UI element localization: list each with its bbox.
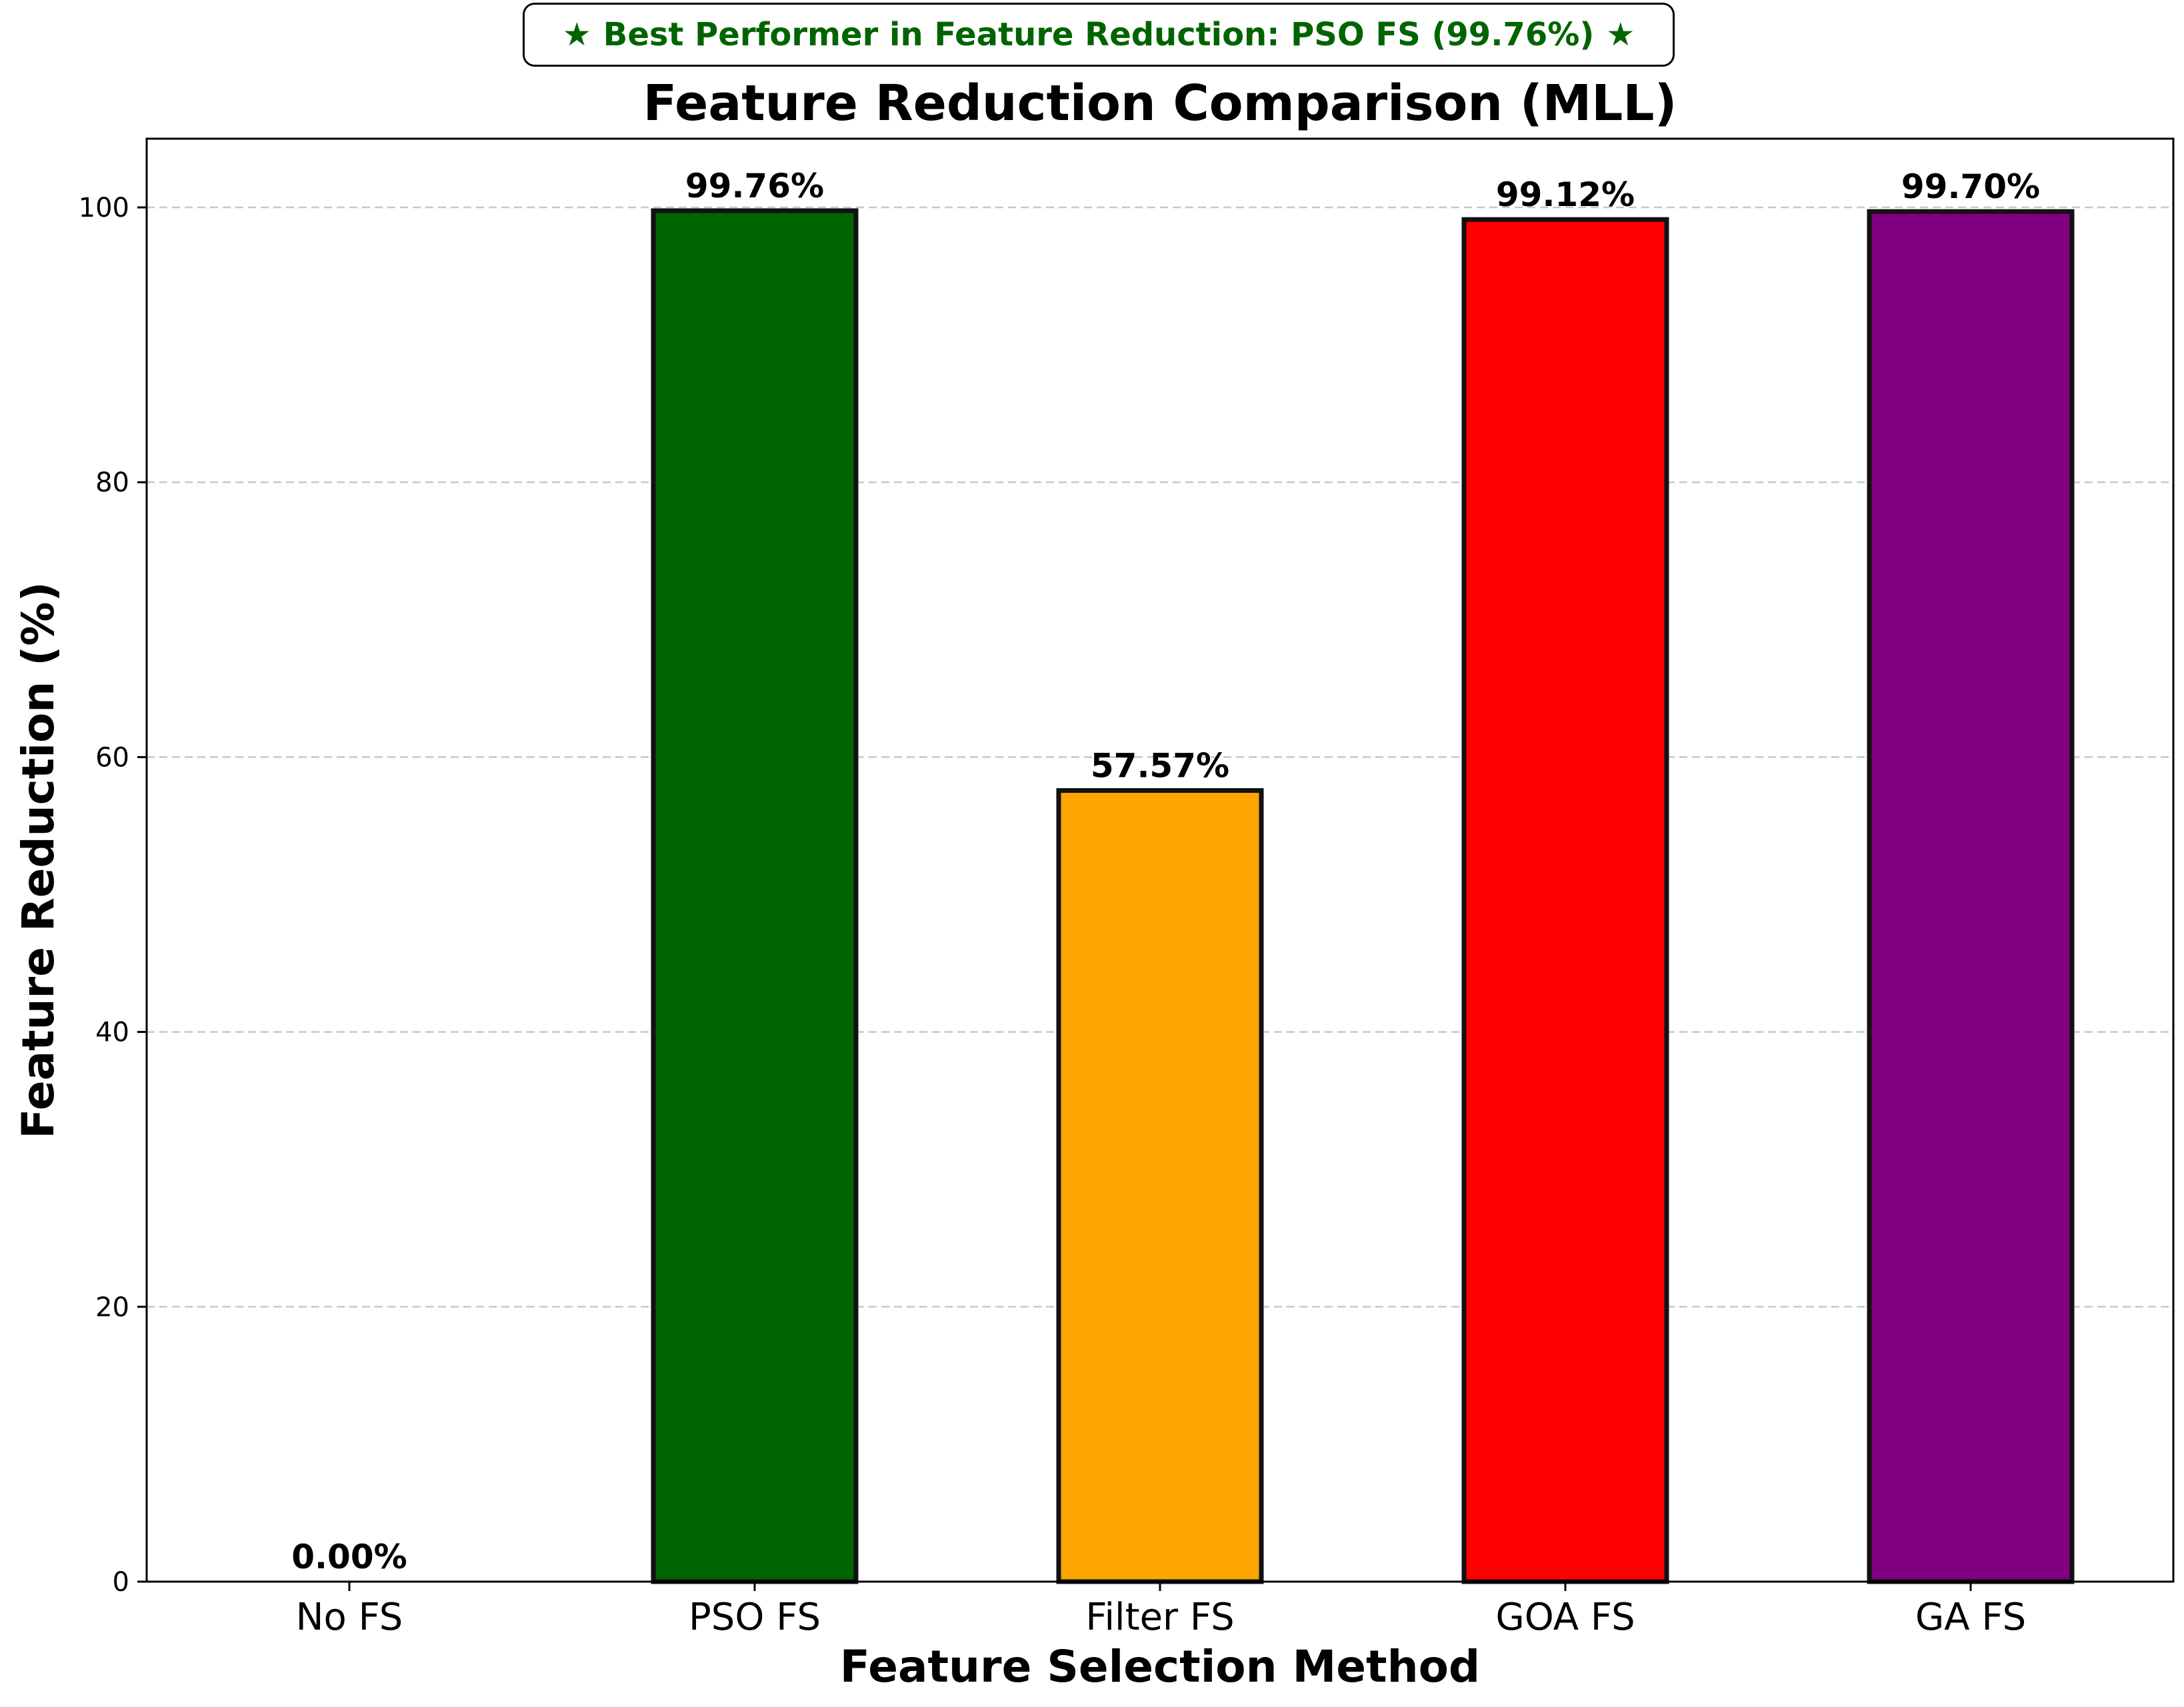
best-performer-banner: ★ Best Performer in Feature Reduction: P… <box>523 3 1675 67</box>
x-tick-label: GA FS <box>1915 1596 2026 1639</box>
bar <box>651 208 859 1584</box>
bar <box>1461 217 1669 1584</box>
star-icon: ★ <box>562 16 591 53</box>
x-tick-label: PSO FS <box>689 1596 821 1639</box>
y-axis: 0 20 40 60 80 100 <box>79 193 147 1598</box>
value-label: 0.00% <box>291 1538 407 1576</box>
star-icon: ★ <box>1606 16 1635 53</box>
y-tick-label: 80 <box>95 467 129 498</box>
value-label: 99.12% <box>1496 175 1635 214</box>
bar <box>1056 788 1264 1584</box>
y-tick-label: 60 <box>95 742 129 773</box>
y-tick-label: 100 <box>79 193 129 223</box>
chart-title: Feature Reduction Comparison (MLL) <box>643 75 1677 132</box>
y-tick-label: 0 <box>113 1567 129 1598</box>
best-performer-text: Best Performer in Feature Reduction: PSO… <box>603 16 1595 53</box>
y-axis-label: Feature Reduction (%) <box>13 581 64 1138</box>
bar <box>1867 209 2075 1584</box>
value-labels: 0.00% 99.76% 57.57% 99.12% 99.70% <box>291 167 2040 1576</box>
value-label: 99.70% <box>1901 167 2040 206</box>
y-tick-label: 40 <box>95 1018 129 1048</box>
value-label: 99.76% <box>685 167 824 205</box>
x-axis-label: Feature Selection Method <box>840 1641 1480 1692</box>
x-tick-label: GOA FS <box>1495 1596 1635 1639</box>
y-tick-label: 20 <box>95 1292 129 1323</box>
x-tick-label: No FS <box>296 1596 403 1639</box>
x-axis: No FS PSO FS Filter FS GOA FS GA FS <box>296 1582 2026 1639</box>
bars <box>651 208 2075 1584</box>
value-label: 57.57% <box>1091 747 1229 785</box>
x-tick-label: Filter FS <box>1085 1596 1234 1639</box>
